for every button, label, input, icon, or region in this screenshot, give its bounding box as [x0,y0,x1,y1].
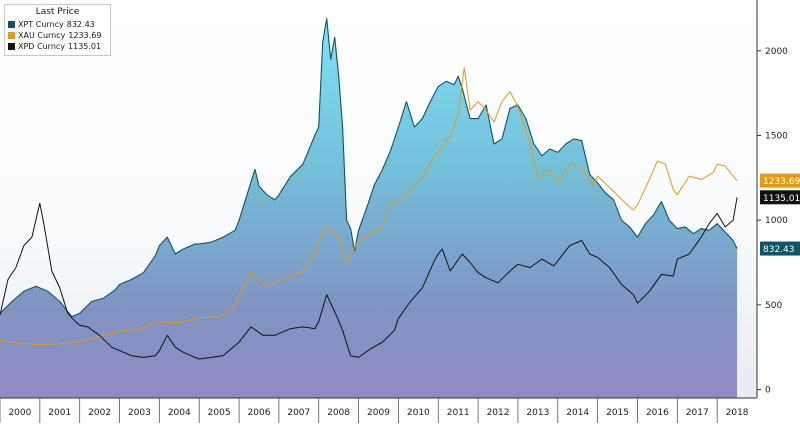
y-tick-label: 500 [765,301,782,311]
x-tick-label: 2004 [168,408,191,418]
series-line-xpd [0,197,738,360]
legend-swatch-xpt [8,21,15,28]
x-tick-label: 2012 [487,408,510,418]
y-axis-panel [757,0,800,423]
x-tick-label: 2013 [526,408,549,418]
last-price-tag-xpd [760,190,800,205]
x-tick-label: 2017 [686,408,709,418]
series-area-xpt [0,18,738,398]
y-axis: 0 500 1000 1500 2000 [757,47,788,396]
x-tick-label: 2008 [327,408,350,418]
legend-name-xpd: XPD Curncy [18,42,66,51]
last-price-tag-xau [760,173,800,188]
legend-item-xpt: XPT Curncy 832.43 [5,19,110,30]
x-tick-label: 2010 [407,408,430,418]
x-tick-label: 2015 [606,408,629,418]
legend-name-xau: XAU Curncy [18,31,66,40]
x-tick-label: 2011 [447,408,470,418]
x-tick-label: 2006 [248,408,271,418]
series-layer [0,18,738,398]
x-tick-label: 2000 [8,408,31,418]
x-tick-label: 2014 [566,408,589,418]
legend-value-xpt: 832.43 [66,20,95,29]
x-tick-label: 2009 [367,408,390,418]
y-tick-label: 1500 [765,131,788,141]
x-tick-label: 2016 [646,408,669,418]
last-price-value-xau: 1233.69 [763,177,800,187]
x-tick-label: 2007 [287,408,310,418]
series-line-xpt [0,18,738,318]
legend: Last Price XPT Curncy 832.43 XAU Curncy … [4,4,111,56]
x-tick-label: 2005 [208,408,231,418]
x-tick-label: 2003 [128,408,151,418]
x-tick-label: 2018 [726,408,749,418]
last-price-tag-xpt [760,241,800,256]
last-price-labels: 832.43 1233.69 1135.01 [760,173,800,256]
y-tick-label: 1000 [765,216,788,226]
legend-value-xpd: 1135.01 [68,42,102,51]
x-tick-label: 2002 [88,408,111,418]
legend-item-xpd: XPD Curncy 1135.01 [5,41,110,52]
x-tick-label: 2001 [48,408,71,418]
y-tick-label: 0 [765,386,771,396]
x-axis: 2000 2001 2002 2003 2004 2005 2006 2007 2008 2009… [0,398,749,423]
legend-value-xau: 1233.69 [68,31,102,40]
y-tick-label: 2000 [765,47,788,57]
series-line-xau [0,67,738,346]
legend-name-xpt: XPT Curncy [18,20,64,29]
legend-title: Last Price [35,7,80,17]
last-price-value-xpd: 1135.01 [763,194,800,204]
last-price-value-xpt: 832.43 [763,245,795,255]
legend-swatch-xpd [8,43,15,50]
legend-item-xau: XAU Curncy 1233.69 [5,30,110,41]
legend-swatch-xau [8,32,15,39]
